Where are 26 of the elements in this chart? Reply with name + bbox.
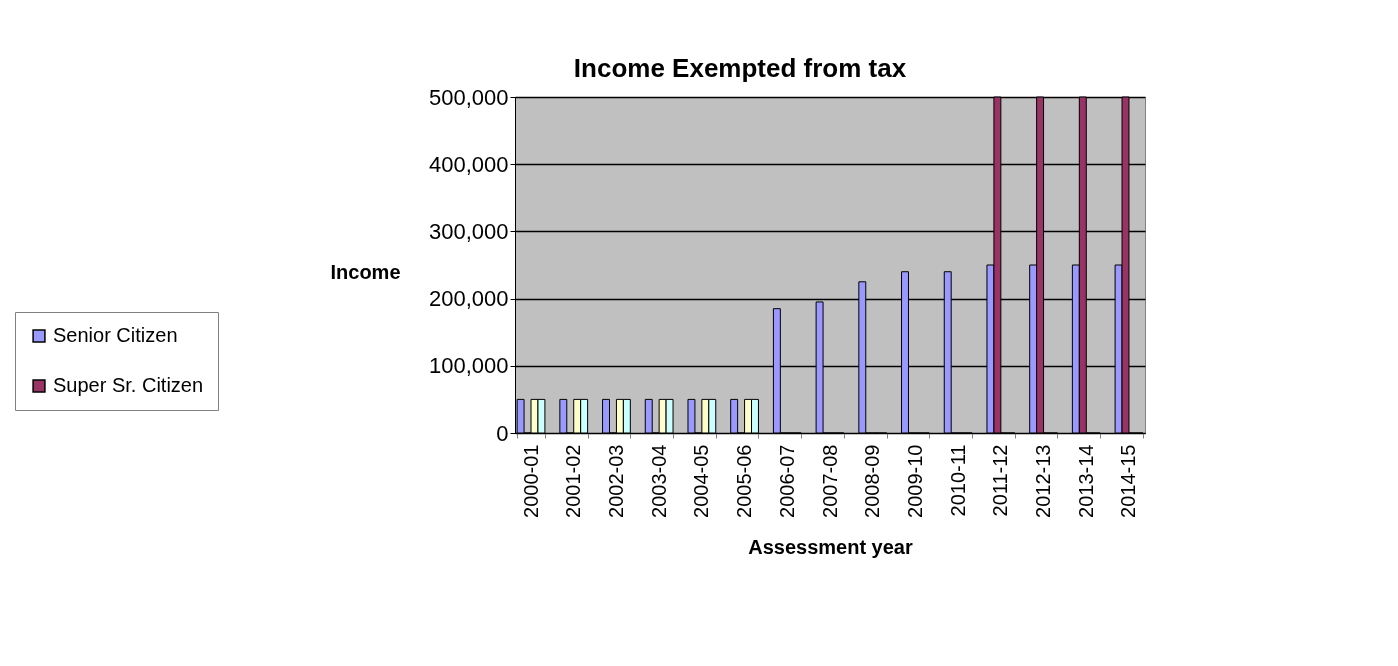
x-tick-label: 2013-14	[1074, 444, 1097, 518]
y-tick-label: 400,000	[428, 151, 509, 177]
legend-label: Super Sr. Citizen	[53, 374, 204, 396]
y-axis-title: Income	[330, 260, 401, 283]
y-tick-label: 0	[496, 420, 509, 446]
x-tick-label: 2009-10	[903, 444, 926, 518]
x-tick-label: 2007-08	[818, 444, 841, 518]
y-tick-label: 500,000	[428, 84, 509, 110]
x-tick-label: 2001-02	[562, 444, 585, 518]
x-axis-title: Assessment year	[748, 535, 913, 558]
x-tick-label: 2010-11	[946, 444, 969, 517]
x-tick-label: 2002-03	[604, 444, 627, 518]
x-tick-label: 2006-07	[775, 444, 798, 518]
y-tick-label: 100,000	[428, 353, 509, 379]
x-tick-label: 2004-05	[690, 444, 713, 518]
x-tick-label: 2008-09	[861, 444, 884, 518]
chart-title: Income Exempted from tax	[573, 53, 907, 83]
legend-label: Senior Citizen	[53, 324, 178, 346]
y-tick-label: 200,000	[428, 286, 509, 312]
x-tick-label: 2011-12	[989, 444, 1012, 517]
x-tick-label: 2012-13	[1032, 444, 1055, 518]
x-tick-label: 2014-15	[1117, 444, 1140, 518]
x-tick-label: 2005-06	[733, 444, 756, 518]
y-tick-label: 300,000	[428, 218, 509, 244]
x-tick-label: 2003-04	[647, 444, 670, 518]
x-tick-label: 2000-01	[519, 444, 542, 518]
